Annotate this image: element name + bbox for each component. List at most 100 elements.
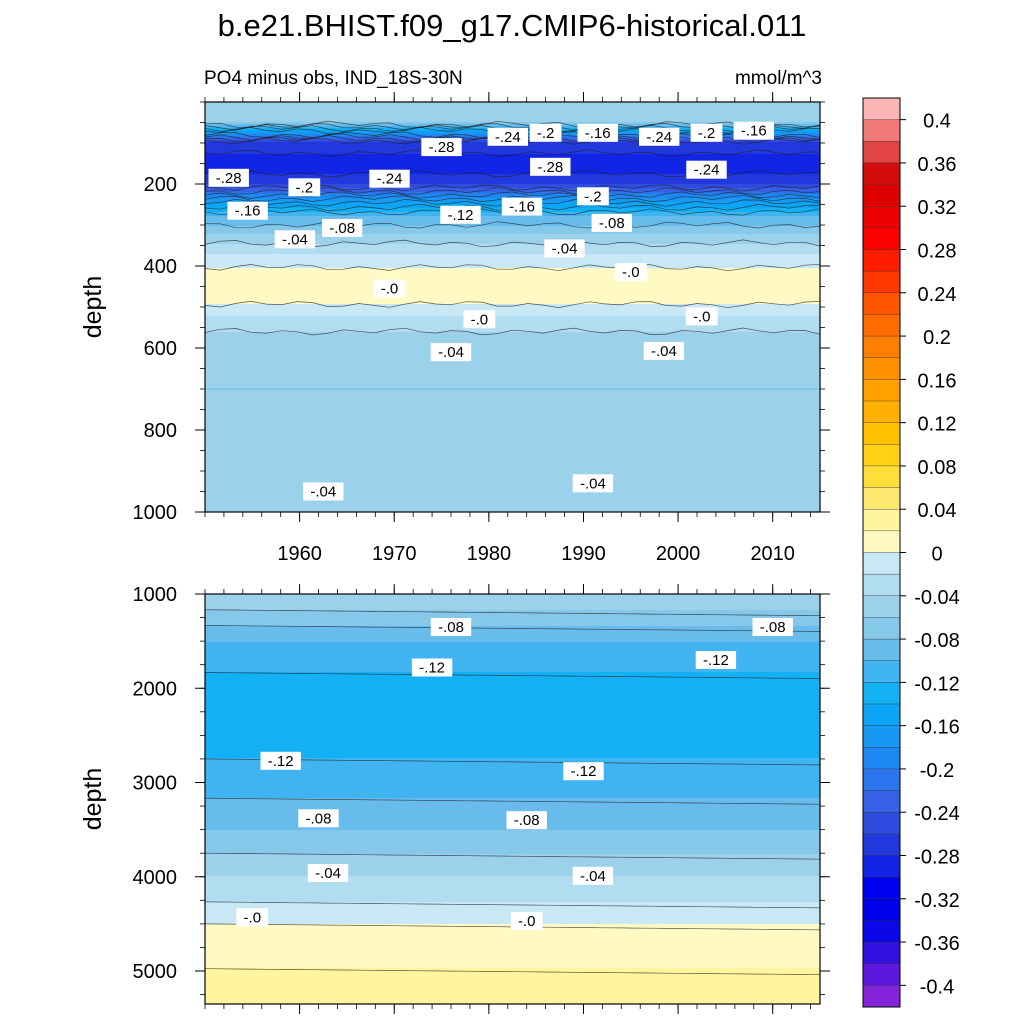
colorbar-cell [862,985,901,1008]
svg-text:-.24: -.24 [495,129,521,146]
upper-strip [205,382,820,385]
lower-strip [205,660,820,663]
lower-strip [205,736,820,739]
lower-strip [205,634,820,637]
lower-strip [205,700,820,703]
lower-strip [205,998,820,1001]
lower-strip [205,952,820,955]
svg-text:-.04: -.04 [282,231,308,248]
lower-strip [205,726,820,729]
upper-strip [205,288,820,291]
lower-strip [205,838,820,841]
colorbar-tick-label: -0.4 [920,976,954,998]
colorbar-tick-label: 0.4 [923,111,951,133]
lower-y-axis-label: depth [79,768,107,831]
upper-strip [205,432,820,435]
svg-text:-.08: -.08 [514,812,540,829]
chart-subtitle: PO4 minus obs, IND_18S-30N [204,68,463,89]
upper-strip [205,402,820,405]
svg-text:-.28: -.28 [537,159,563,176]
lower-strip [205,658,820,661]
lower-strip [205,972,820,975]
upper-contour-label: -.04 [643,341,685,360]
lower-strip [205,910,820,913]
upper-strip [205,194,820,197]
colorbar-labels: 0.4 0.36 0.32 0.28 0.24 0.2 0.16 0.12 0.08 0.04 0 -… [900,111,960,998]
colorbar-cell [862,249,901,272]
upper-strip [205,104,820,107]
upper-contour-line [205,194,820,202]
units-label: mmol/m^3 [735,68,822,89]
upper-strip [205,168,820,171]
upper-strip [205,446,820,449]
lower-strip [205,648,820,651]
lower-x-ticks [204,584,811,1014]
lower-strip [205,636,820,639]
lower-strip [205,882,820,885]
lower-strip [205,642,820,645]
upper-strip [205,160,820,163]
upper-strip [205,356,820,359]
lower-strip [205,746,820,749]
lower-contour-line [205,901,820,909]
upper-strip [205,372,820,375]
lower-strip [205,890,820,893]
lower-contour-line [205,672,820,679]
lower-strip [205,722,820,725]
upper-strip [205,376,820,379]
lower-strip [205,938,820,941]
lower-strip [205,594,820,597]
upper-strip [205,272,820,275]
svg-text:-.2: -.2 [296,179,314,196]
upper-contour-label: -.0 [685,307,718,326]
upper-contour-labels: -.28 -.16 -.2 -.04 -.08 -.24 -.0 -.28 -.12 -.0 -.0… [208,121,774,501]
lower-strip [205,904,820,907]
colorbar-cell [862,660,901,683]
upper-strip [205,508,820,511]
upper-y-axis-label: depth [79,276,107,339]
upper-strip [205,278,820,281]
lower-strip [205,742,820,745]
upper-y-ticks: 200 400 600 800 1000 [133,101,830,524]
svg-text:-.08: -.08 [760,619,786,636]
lower-strip [205,852,820,855]
upper-strip [205,190,820,193]
upper-strip [205,492,820,495]
upper-contour-line [205,221,820,229]
lower-strip [205,610,820,613]
lower-strip [205,828,820,831]
lower-strip [205,686,820,689]
upper-strip [205,178,820,181]
upper-strip [205,162,820,165]
lower-strip [205,962,820,965]
upper-strip [205,218,820,221]
lower-strip [205,896,820,899]
svg-text:-.08: -.08 [329,220,355,237]
upper-strip [205,192,820,195]
lower-strip [205,940,820,943]
upper-contour-line [205,149,820,157]
upper-strip [205,116,820,119]
upper-strip [205,378,820,381]
lower-strip [205,886,820,889]
upper-y-tick-label: 200 [144,174,177,196]
upper-strip [205,494,820,497]
lower-strip [205,840,820,843]
upper-strip [205,464,820,467]
colorbar-cell [862,768,901,792]
lower-strip [205,980,820,983]
upper-contour-label: -.28 [530,157,571,176]
colorbar-cell [862,422,901,445]
upper-contour-label: -.24 [369,169,410,188]
upper-strip [205,228,820,231]
lower-strip [205,934,820,937]
colorbar-cell [862,357,901,380]
upper-strip [205,480,820,483]
lower-strip [205,968,820,971]
lower-strip [205,776,820,779]
colorbar-cell [862,812,901,835]
svg-text:-.12: -.12 [571,763,597,780]
upper-strip [205,438,820,441]
upper-x-tick-label: 2000 [656,543,701,565]
upper-contour-label: -.28 [421,138,462,157]
